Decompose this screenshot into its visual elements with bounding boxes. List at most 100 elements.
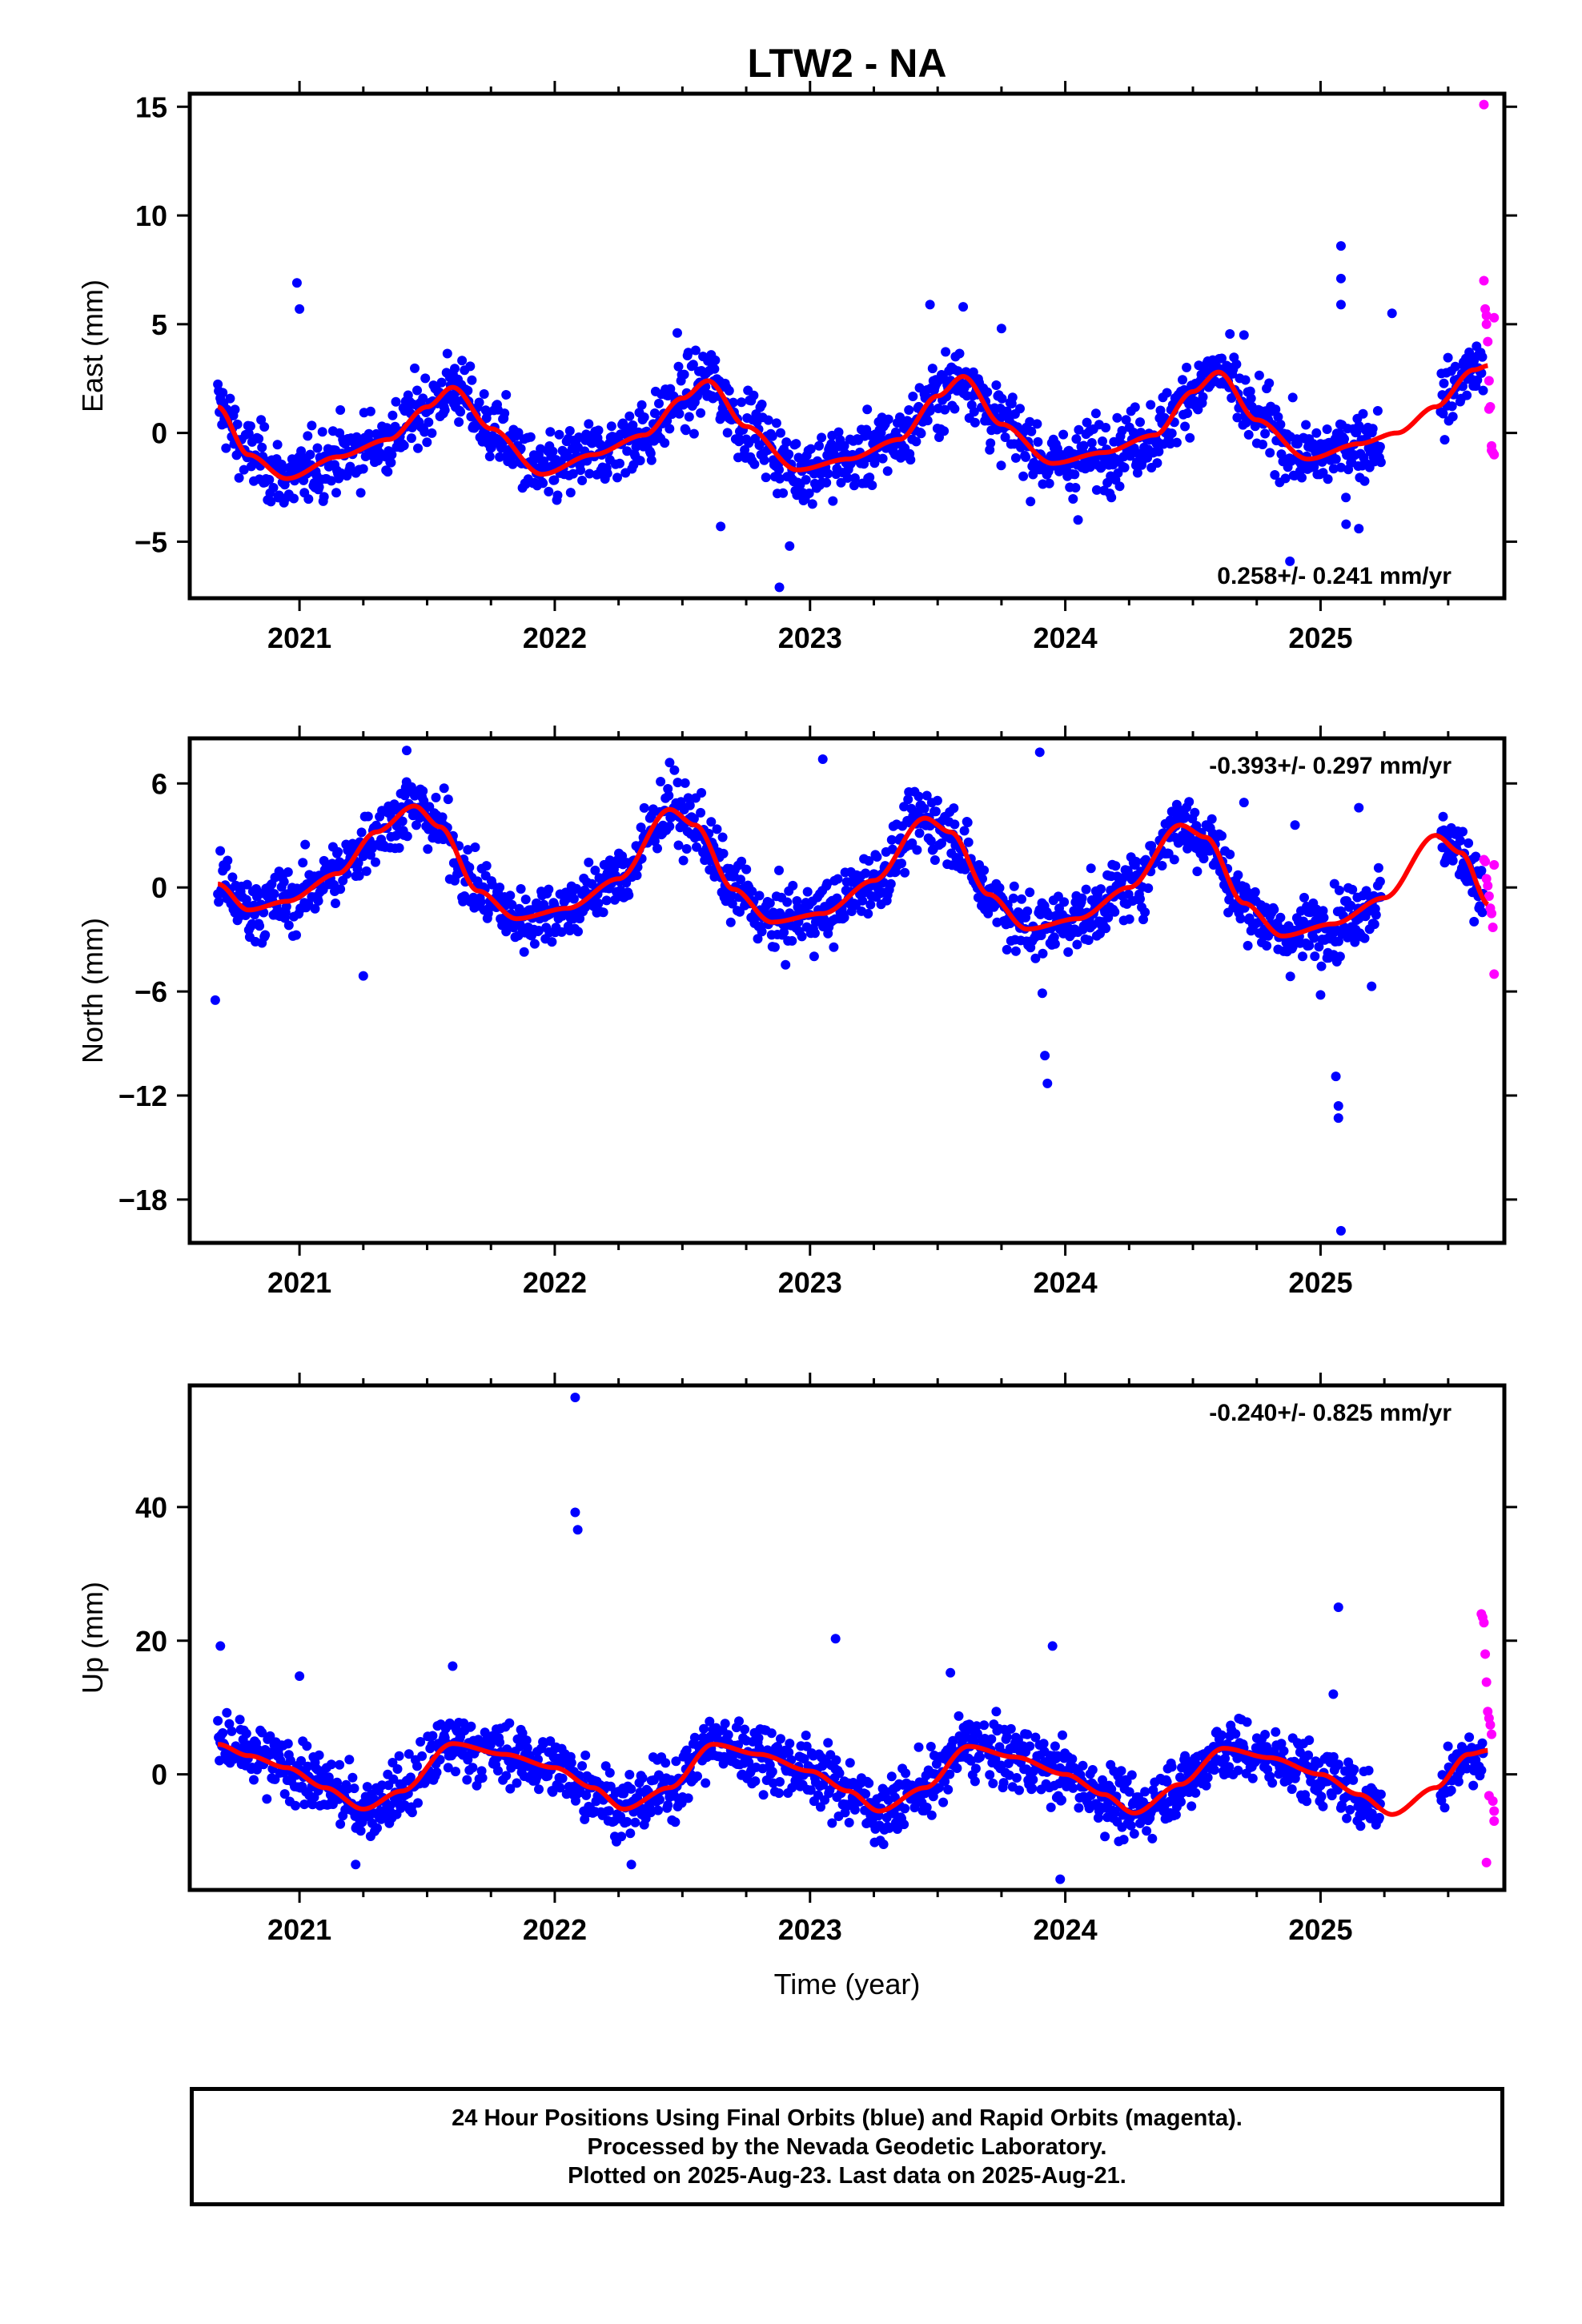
- up-final-point: [750, 1776, 761, 1787]
- up-final-point: [799, 1754, 809, 1764]
- north-final-point: [1335, 951, 1345, 962]
- east-final-point: [484, 452, 495, 461]
- north-final-point: [897, 858, 906, 869]
- up-final-point: [619, 1788, 629, 1799]
- up-final-point: [407, 1807, 417, 1818]
- east-final-point: [422, 437, 432, 448]
- east-final-point: [1275, 420, 1286, 429]
- up-final-point: [1116, 1766, 1126, 1776]
- north-final-outlier: [1333, 1100, 1343, 1111]
- north-final-point: [1017, 894, 1026, 904]
- east-final-point: [1198, 392, 1208, 402]
- north-final-point: [652, 843, 662, 854]
- east-final-point: [303, 494, 314, 505]
- east-final-point: [781, 437, 792, 448]
- north-rapid-point: [1480, 856, 1491, 866]
- east-final-point: [562, 451, 572, 461]
- east-final-point: [501, 390, 512, 400]
- east-final-point: [450, 364, 460, 374]
- north-ylabel: North (mm): [76, 918, 109, 1063]
- north-final-point: [664, 790, 674, 801]
- north-final-point: [683, 793, 693, 803]
- east-final-point: [1185, 432, 1195, 443]
- north-final-point: [1299, 892, 1309, 903]
- east-final-point: [1335, 462, 1346, 472]
- east-final-point: [391, 396, 401, 407]
- east-final-point: [997, 393, 1007, 404]
- east-final-point: [996, 460, 1006, 471]
- up-final-point: [493, 1766, 503, 1776]
- north-final-point: [481, 861, 492, 871]
- up-final-point: [971, 1721, 982, 1731]
- north-final-point: [1050, 939, 1060, 949]
- east-final-point: [305, 449, 315, 460]
- north-final-point: [534, 926, 544, 935]
- north-final-point: [215, 846, 226, 856]
- east-final-outlier: [1073, 515, 1083, 525]
- up-final-point: [1220, 1753, 1231, 1763]
- east-final-point: [268, 483, 279, 493]
- up-final-point: [218, 1728, 228, 1738]
- north-final-point: [1304, 940, 1315, 951]
- east-final-point: [665, 424, 675, 434]
- up-final-point: [222, 1707, 232, 1718]
- up-final-point: [986, 1734, 997, 1744]
- north-final-point: [887, 844, 897, 854]
- east-final-point: [615, 458, 624, 468]
- east-final-point: [457, 356, 468, 366]
- north-final-point: [1285, 971, 1295, 982]
- north-final-point: [310, 903, 320, 914]
- north-final-point: [899, 802, 909, 812]
- east-final-point: [418, 393, 428, 404]
- east-final-point: [1297, 472, 1307, 483]
- north-final-point: [1310, 951, 1320, 962]
- up-final-point: [940, 1776, 950, 1787]
- north-final-point: [1375, 876, 1385, 887]
- north-ytick-label: 6: [151, 767, 167, 800]
- up-final-point: [1201, 1780, 1211, 1791]
- up-final-point: [758, 1790, 769, 1800]
- east-final-point: [1331, 454, 1341, 464]
- east-final-point: [791, 439, 801, 449]
- up-rapid-point: [1484, 1791, 1494, 1801]
- up-final-point: [1303, 1750, 1314, 1760]
- up-final-point: [1050, 1741, 1060, 1751]
- north-final-point: [913, 791, 924, 802]
- north-final-point: [1086, 863, 1096, 874]
- east-final-point: [905, 455, 916, 465]
- east-final-point: [454, 417, 464, 427]
- east-final-point: [1130, 402, 1140, 412]
- east-final-point: [969, 407, 979, 417]
- up-final-point: [1058, 1730, 1067, 1740]
- north-final-point: [356, 827, 367, 838]
- east-final-point: [1254, 370, 1264, 380]
- east-final-outlier: [785, 541, 795, 551]
- east-rapid-point: [1489, 312, 1500, 323]
- north-final-point: [797, 931, 807, 942]
- east-final-point: [986, 438, 996, 448]
- north-final-point: [242, 879, 252, 890]
- footer-line-2: Processed by the Nevada Geodetic Laborat…: [587, 2133, 1107, 2160]
- north-final-point: [673, 778, 683, 788]
- east-final-point: [1280, 473, 1291, 484]
- east-xtick-label: 2022: [523, 621, 587, 654]
- north-final-point: [590, 865, 600, 875]
- east-final-point: [1121, 415, 1131, 425]
- north-final-point: [994, 883, 1005, 893]
- up-final-point: [1067, 1754, 1078, 1764]
- north-final-point: [539, 899, 549, 910]
- north-final-point: [547, 937, 557, 947]
- east-final-point: [939, 426, 950, 436]
- north-final-point: [788, 880, 798, 891]
- north-final-outlier: [1354, 802, 1364, 813]
- east-final-point: [1372, 406, 1383, 416]
- north-final-point: [1059, 897, 1070, 907]
- up-rate-label: -0.240+/- 0.825 mm/yr: [1209, 1400, 1452, 1426]
- east-final-point: [1026, 497, 1036, 507]
- footer-box: 24 Hour Positions Using Final Orbits (bl…: [190, 2087, 1504, 2206]
- east-final-point: [821, 477, 832, 488]
- up-final-point: [970, 1776, 980, 1787]
- east-final-outlier: [716, 521, 726, 532]
- north-final-point: [495, 883, 505, 893]
